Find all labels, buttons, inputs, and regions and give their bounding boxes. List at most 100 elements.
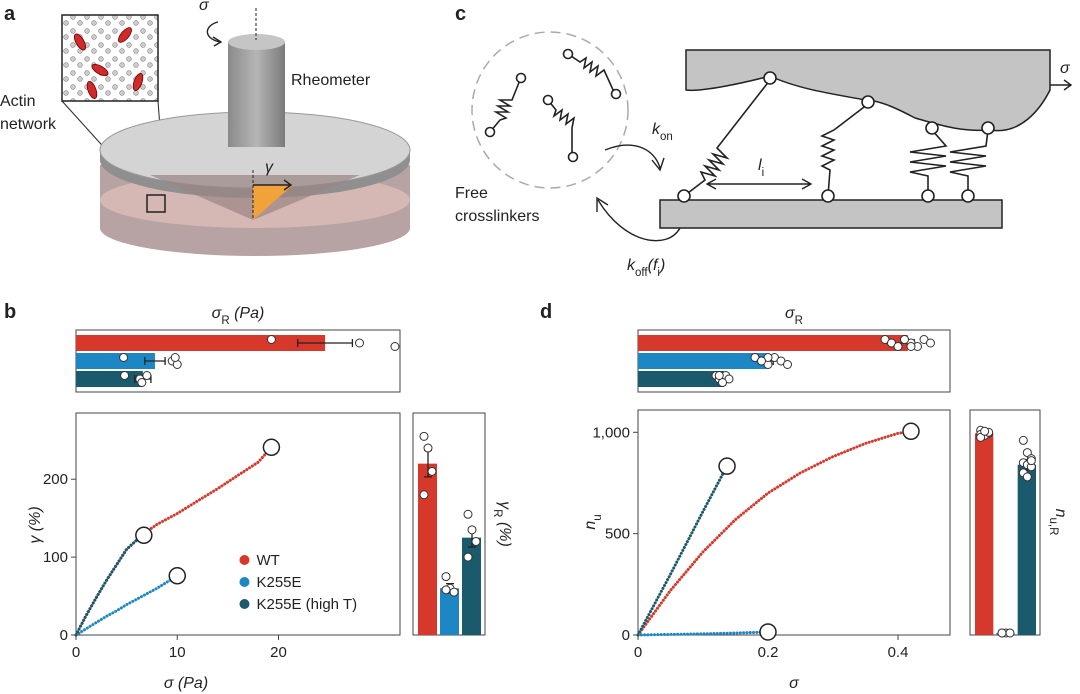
top-plate [685, 49, 1051, 132]
inset-label: network [0, 116, 57, 133]
data-point [757, 356, 766, 366]
y-tick-label: 1,000 [592, 424, 630, 441]
unbinding-rate: koff(fi) [627, 257, 665, 279]
strain-arrow [253, 179, 293, 191]
x-tick-label: 0.4 [888, 644, 909, 661]
y-axis-label: nu,R [1047, 509, 1069, 536]
panel-title: σR [785, 305, 803, 327]
subscript: off [635, 267, 648, 279]
panel-label: c [455, 3, 466, 25]
data-point [900, 335, 909, 344]
data-point [1026, 456, 1036, 466]
bar [1017, 464, 1036, 635]
y-axis-label: nu [582, 514, 604, 529]
subscript: R [491, 509, 503, 517]
koff-arrow [596, 196, 681, 242]
stress-symbol: σ [199, 0, 210, 14]
zoom-box [146, 194, 166, 213]
bar [638, 335, 908, 351]
end-marker [168, 567, 186, 585]
data-point [1005, 628, 1015, 638]
bottom-plate [659, 199, 1003, 229]
text-part: (%) [496, 518, 513, 547]
subscript: i [762, 167, 765, 179]
data-line [74, 574, 179, 637]
y-tick-label: 500 [605, 526, 630, 543]
error-bar [144, 357, 166, 365]
x-tick-label: 0 [634, 644, 642, 661]
plot-frame [75, 412, 401, 636]
text-part: n [582, 521, 599, 530]
subscript: u,R [1047, 517, 1059, 535]
x-tick-label: 20 [270, 644, 287, 661]
legend-label: K255E (high T) [256, 596, 357, 613]
data-point [997, 628, 1007, 638]
torque-arrow [206, 21, 223, 47]
shear-wedge [253, 185, 293, 220]
text-part: ) [658, 257, 665, 274]
end-marker [902, 422, 920, 441]
binding-rate: kon [652, 121, 673, 143]
y-tick-label: 200 [43, 471, 68, 488]
data-point [142, 371, 152, 380]
pool-label: Free [455, 185, 488, 202]
subscript: u [592, 514, 604, 520]
y-tick-label: 100 [43, 549, 68, 566]
data-point [419, 490, 429, 500]
bar [76, 371, 143, 387]
x-tick-label: 10 [169, 644, 186, 661]
end-marker [759, 623, 777, 641]
spring-length: li [758, 157, 764, 179]
data-point [441, 572, 451, 582]
kon-arrow [604, 144, 665, 172]
data-point [1018, 435, 1028, 445]
x-axis-label: σ [789, 675, 800, 692]
data-point [926, 338, 935, 348]
rotor [228, 42, 285, 147]
panel-label: d [540, 301, 552, 323]
text-part: n [1052, 509, 1069, 518]
bar [638, 371, 724, 387]
bar [440, 588, 459, 635]
bar [462, 537, 481, 635]
free-springs [484, 48, 622, 163]
crosslinker-diagram [471, 31, 1073, 242]
y-tick-label: 0 [622, 627, 630, 644]
data-point [120, 371, 130, 380]
x-tick-label: 0.2 [758, 644, 779, 661]
subscript: i [657, 267, 660, 279]
x-axis-label: σ (Pa) [164, 675, 208, 692]
data-line [636, 429, 913, 637]
bar [418, 463, 437, 635]
force-arrow [1050, 79, 1073, 91]
pool-circle [471, 31, 629, 189]
strain-symbol: γ [265, 159, 274, 176]
legend-label: K255E [256, 574, 301, 591]
text-part: k [652, 121, 661, 138]
data-point [976, 432, 986, 442]
text-part: k [627, 257, 636, 274]
end-marker [262, 438, 281, 457]
legend-label: WT [256, 552, 279, 569]
legend-swatch [239, 555, 250, 565]
data-point [119, 353, 129, 362]
subscript: on [660, 131, 673, 143]
inset-label: Actin [0, 93, 36, 110]
text-part: l [758, 157, 762, 174]
subscript: R [221, 315, 229, 327]
text-part: σ [212, 305, 223, 322]
y-tick-label: 0 [60, 627, 68, 644]
data-point [463, 552, 473, 562]
text-part: σ [785, 305, 796, 322]
data-line [636, 464, 729, 637]
end-marker [135, 526, 153, 545]
data-line [74, 533, 146, 637]
data-point [783, 360, 792, 369]
data-point [467, 525, 477, 535]
data-point [471, 537, 481, 547]
text-part: γ [496, 501, 513, 510]
data-point [390, 342, 400, 351]
legend-swatch [239, 577, 250, 587]
data-point [463, 509, 473, 519]
